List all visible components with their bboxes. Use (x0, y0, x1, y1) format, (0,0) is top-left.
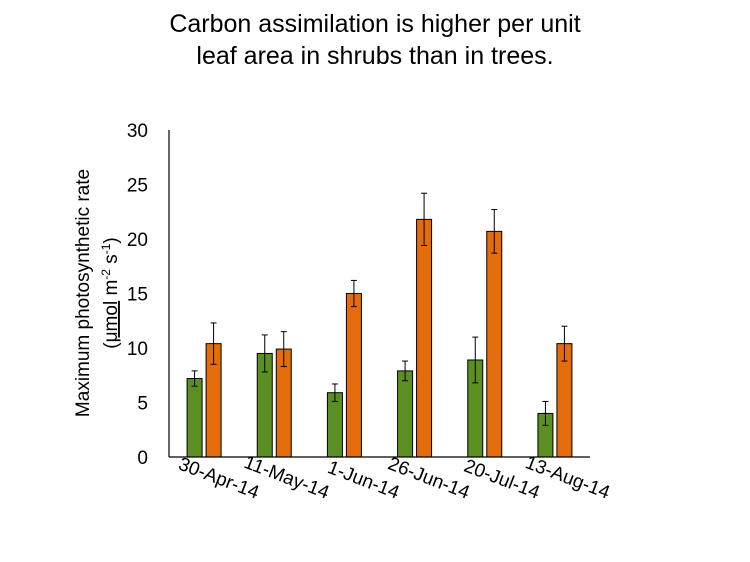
error-bars (191, 192, 568, 426)
chart-title-line-1: Carbon assimilation is higher per unit (169, 10, 581, 38)
y-tick-labels: 0 5 10 15 20 25 30 (127, 121, 148, 469)
x-tick-label: 26-Jun-14 (385, 453, 473, 503)
bar (186, 378, 203, 458)
y-tick-label: 25 (127, 176, 148, 197)
bar (416, 218, 433, 458)
y-tick-label: 30 (127, 121, 148, 142)
unit-umol: μmol (101, 301, 122, 343)
y-axis-label-line-2: (μmol m-2 s-1) (99, 237, 122, 348)
y-tick-label: 0 (137, 448, 148, 469)
y-axis-label-line-1: Maximum photosynthetic rate (73, 169, 94, 417)
bars (186, 218, 573, 458)
axes (168, 130, 590, 458)
y-axis-label: Maximum photosynthetic rate (μmol m-2 s-… (73, 169, 122, 417)
y-tick-label: 5 (137, 394, 148, 415)
y-tick-label: 10 (127, 339, 148, 360)
y-tick-label: 20 (127, 230, 148, 251)
chart-title-line-2: leaf area in shrubs than in trees. (196, 42, 554, 70)
bar (397, 370, 414, 458)
bar (326, 392, 343, 458)
x-tick-labels: 30-Apr-1411-May-141-Jun-1426-Jun-1420-Ju… (175, 452, 613, 504)
y-tick-label: 15 (127, 285, 148, 306)
chart-title: Carbon assimilation is higher per unit l… (0, 8, 750, 72)
bar (486, 230, 503, 458)
bar (345, 293, 362, 458)
